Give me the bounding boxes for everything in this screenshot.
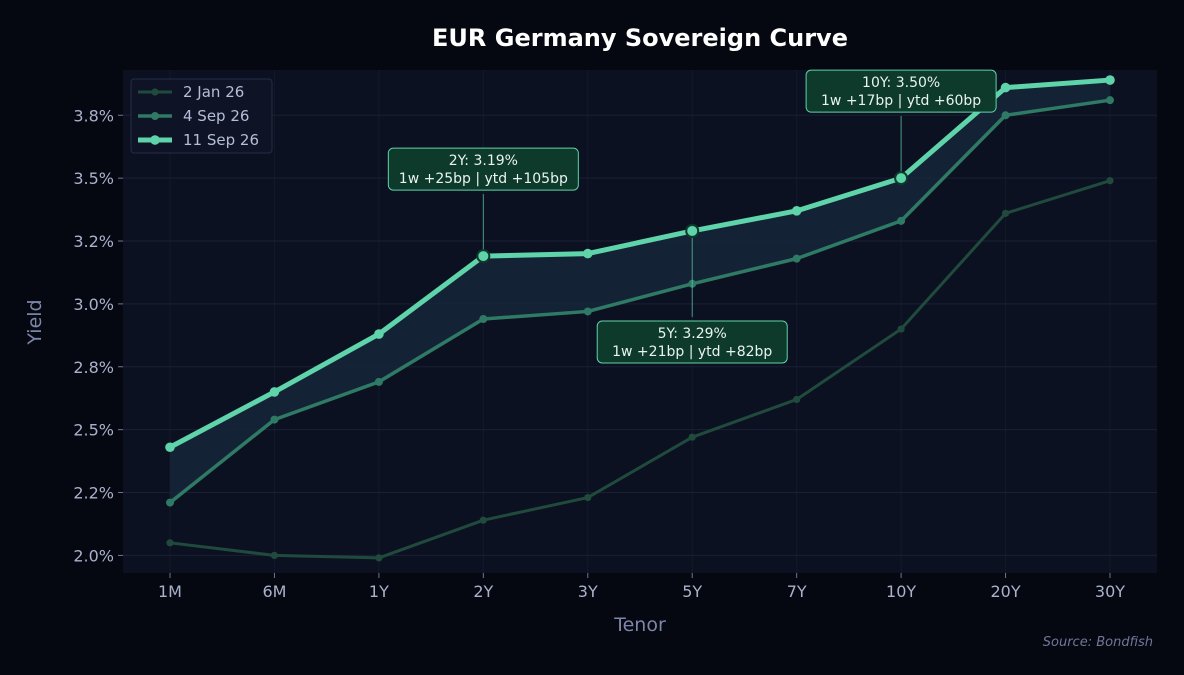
data-point	[270, 551, 279, 559]
data-point	[584, 493, 592, 502]
data-point	[1001, 209, 1010, 217]
data-point	[1106, 177, 1114, 185]
annotations: 2Y: 3.19% 1w +25bp | ytd +105bp 5Y: 3.29% 1…	[387, 69, 997, 364]
data-point	[897, 216, 906, 225]
series-1	[166, 177, 1114, 562]
source-note: Source: Bondfish	[1043, 635, 1153, 650]
x-tick-label: 20Y	[990, 582, 1020, 601]
series-line	[168, 179, 1112, 560]
x-tick-label: 1M	[158, 582, 182, 601]
legend-item: 2 Jan 26	[138, 83, 244, 101]
legend-swatch-marker	[150, 135, 160, 145]
annotation-value: 2Y: 3.19%	[449, 153, 518, 169]
data-point	[479, 314, 488, 323]
series-line	[168, 98, 1112, 505]
legend-swatch-marker	[151, 88, 159, 96]
data-point	[582, 248, 593, 259]
y-tick-label: 2.2%	[73, 484, 114, 503]
y-tick-label: 2.8%	[73, 358, 114, 377]
x-tick-label: 1Y	[369, 582, 389, 601]
legend: 2 Jan 26 4 Sep 26 11 Sep 26	[130, 78, 273, 154]
data-point	[375, 554, 383, 562]
x-axis-label: Tenor	[613, 614, 666, 636]
annotation-value: 5Y: 3.29%	[658, 326, 727, 342]
annotation-value: 10Y: 3.50%	[862, 75, 940, 91]
legend-item: 4 Sep 26	[138, 107, 249, 125]
legend-label: 4 Sep 26	[183, 107, 249, 125]
y-tick-label: 3.0%	[73, 295, 114, 314]
data-point	[791, 206, 802, 216]
annotation-callout: 5Y: 3.29% 1w +21bp | ytd +82bp	[596, 223, 788, 364]
legend-label: 2 Jan 26	[183, 83, 244, 101]
data-point	[374, 377, 383, 386]
legend-label: 11 Sep 26	[183, 131, 259, 149]
x-tick-label: 5Y	[682, 582, 702, 601]
data-point	[688, 433, 696, 441]
legend-item: 11 Sep 26	[138, 131, 259, 149]
y-tick-label: 3.2%	[73, 232, 114, 251]
series-lines	[165, 75, 1115, 562]
x-tick-label: 7Y	[787, 582, 807, 601]
data-point	[1106, 96, 1114, 105]
highlighted-point	[685, 223, 700, 238]
x-tick-label: 6M	[262, 582, 286, 601]
data-point	[270, 415, 279, 424]
annotation-box	[387, 147, 579, 191]
series-2	[166, 96, 1114, 507]
data-point	[1105, 75, 1115, 85]
x-tick-label: 10Y	[886, 582, 916, 601]
data-point	[165, 442, 175, 453]
x-tick-label: 30Y	[1095, 582, 1125, 601]
data-point	[792, 254, 801, 263]
data-point	[479, 516, 487, 524]
series-line	[167, 77, 1113, 450]
x-tick-label: 3Y	[578, 582, 598, 601]
legend-box	[130, 78, 273, 154]
annotation-change: 1w +25bp | ytd +105bp	[399, 171, 568, 187]
y-axis-label: Yield	[24, 299, 46, 345]
annotation-change: 1w +17bp | ytd +60bp	[821, 93, 981, 109]
data-point	[166, 498, 174, 507]
highlighted-point	[476, 249, 491, 264]
annotation-box	[805, 69, 997, 113]
data-point	[374, 329, 384, 339]
data-point	[583, 307, 592, 316]
annotation-change: 1w +21bp | ytd +82bp	[612, 344, 772, 360]
data-point	[1000, 82, 1011, 93]
data-point	[1001, 111, 1010, 120]
band-area	[170, 80, 1110, 503]
chart-title: EUR Germany Sovereign Curve	[432, 24, 848, 52]
x-tick-label: 2Y	[473, 582, 493, 601]
annotation-callout: 10Y: 3.50% 1w +17bp | ytd +60bp	[805, 69, 997, 186]
highlighted-point	[894, 171, 909, 186]
data-point	[897, 325, 905, 333]
y-axis-ticks: 2.0% 2.2% 2.5% 2.8% 3.0% 3.2% 3.5% 3.8%	[73, 106, 123, 565]
y-tick-label: 2.0%	[73, 546, 114, 565]
y-tick-label: 3.5%	[73, 169, 114, 188]
data-point	[269, 387, 280, 397]
y-tick-label: 3.8%	[73, 106, 114, 125]
weekly-change-band	[170, 80, 1110, 503]
data-point	[166, 539, 174, 547]
y-tick-label: 2.5%	[73, 421, 114, 440]
annotation-box	[596, 320, 788, 364]
x-axis-ticks: 1M 6M 1Y 2Y 3Y 5Y 7Y 10Y 20Y 30Y	[158, 573, 1125, 601]
legend-swatch-marker	[151, 112, 159, 120]
annotation-callout: 2Y: 3.19% 1w +25bp | ytd +105bp	[387, 147, 579, 264]
data-point	[793, 395, 801, 404]
